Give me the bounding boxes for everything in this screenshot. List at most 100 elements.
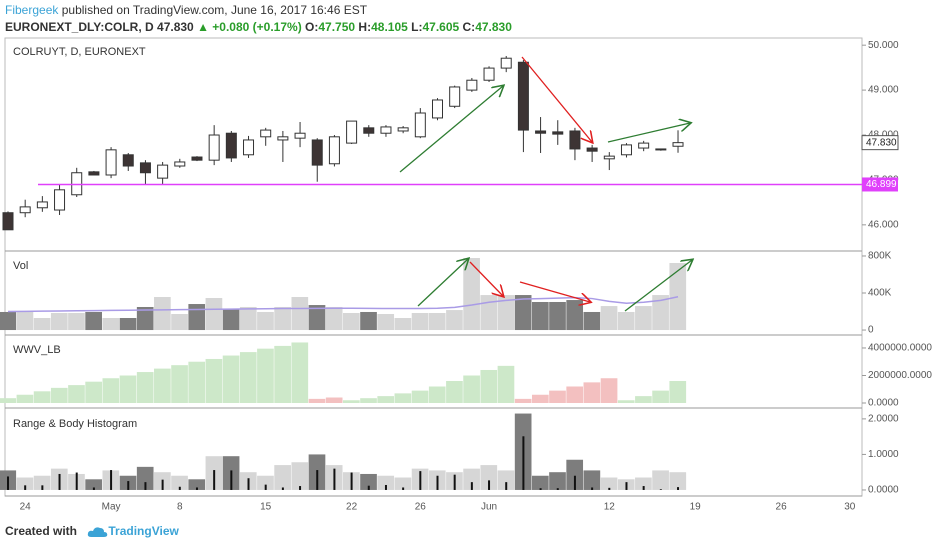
candle-body <box>552 131 564 135</box>
range-bar <box>171 475 188 490</box>
bar <box>343 313 360 331</box>
marks: COLRUYT, D, EURONEXT46.00047.00048.00049… <box>0 40 932 513</box>
last-price-tag <box>861 135 899 151</box>
y-tick-label: 49.000 <box>868 85 899 96</box>
body-bar <box>195 487 198 490</box>
candle-body <box>225 132 237 159</box>
body-bar <box>470 482 473 490</box>
bar <box>136 372 154 404</box>
bar <box>102 318 120 331</box>
bar <box>50 313 68 331</box>
bar <box>480 369 498 404</box>
bar <box>119 318 137 331</box>
bar <box>428 386 446 404</box>
range-bar <box>463 468 480 490</box>
candle-body <box>157 164 169 179</box>
x-tick-label: Jun <box>481 502 497 513</box>
author[interactable]: Fibergeek <box>5 3 59 17</box>
body-bar <box>213 470 216 490</box>
ohlc-h-value: 48.105 <box>371 20 408 34</box>
arrow <box>417 259 468 307</box>
bar <box>635 396 652 404</box>
chart: COLRUYT, D, EURONEXT46.00047.00048.00049… <box>0 37 932 513</box>
bar <box>291 296 309 331</box>
range-bar <box>85 479 102 490</box>
candle-body <box>517 61 529 131</box>
body-bar <box>127 481 130 490</box>
candle-body <box>311 139 323 166</box>
y-tick-label: 1.0000 <box>868 449 899 460</box>
bar <box>463 258 480 331</box>
bar <box>102 378 120 404</box>
bar <box>600 378 618 404</box>
bar <box>497 365 515 404</box>
bar <box>16 394 34 404</box>
body-bar <box>573 475 576 490</box>
pane-title: COLRUYT, D, EURONEXT <box>13 46 146 58</box>
bar <box>85 381 102 404</box>
bar <box>463 375 480 404</box>
bar <box>308 305 326 331</box>
bar <box>480 295 498 331</box>
y-tick-label: 4000000.0000 <box>868 343 932 354</box>
candle-body <box>346 120 358 144</box>
brand[interactable]: TradingView <box>108 524 179 538</box>
range-bar <box>16 477 34 490</box>
bar <box>171 365 188 404</box>
ohlc-c-value: 47.830 <box>475 20 512 34</box>
ohlc-l: L: <box>411 20 423 34</box>
bar <box>222 309 240 331</box>
body-bar <box>436 475 439 490</box>
candle-body <box>174 161 186 167</box>
candle-body <box>2 212 14 231</box>
bar <box>343 400 360 404</box>
candle-body <box>466 79 478 91</box>
candle-body <box>449 86 461 107</box>
range-bar <box>531 475 549 490</box>
bar <box>136 306 154 331</box>
bar <box>446 310 463 331</box>
bar <box>635 306 652 331</box>
bar <box>566 300 584 331</box>
y-tick-label: 46.000 <box>868 219 899 230</box>
range-bar <box>257 475 274 490</box>
y-tick-label: 0.0000 <box>868 485 899 496</box>
arrow <box>399 86 503 173</box>
bar <box>566 386 584 404</box>
body-bar <box>92 487 95 490</box>
last-price-label: 47.830 <box>866 137 897 148</box>
y-tick-label: 0 <box>868 325 874 336</box>
bar <box>85 311 102 331</box>
body-bar <box>316 470 319 490</box>
body-bar <box>488 480 491 490</box>
price: 47.830 <box>157 20 194 34</box>
bar <box>428 313 446 331</box>
candle-body <box>36 201 48 209</box>
body-bar <box>522 436 525 490</box>
annotations <box>399 56 692 312</box>
body-bar <box>24 485 27 490</box>
range-bar <box>600 477 618 490</box>
body-bar <box>247 478 250 490</box>
bar <box>600 306 618 331</box>
arrow <box>607 123 690 143</box>
bar <box>325 397 343 404</box>
bar <box>68 313 85 331</box>
range-bar <box>669 472 687 490</box>
symbol: EURONEXT_DLY:COLR, D <box>5 20 154 34</box>
bar <box>154 296 171 331</box>
bar <box>377 314 395 331</box>
pane-title: WWV_LB <box>13 344 61 356</box>
bar <box>652 390 669 404</box>
pane-title: Range & Body Histogram <box>13 418 137 430</box>
body-bar <box>230 470 233 490</box>
bar <box>325 306 343 331</box>
y-tick-label: 2.0000 <box>868 414 899 425</box>
candle-body <box>54 189 66 211</box>
candle-body <box>483 67 495 81</box>
bar <box>446 380 463 404</box>
arrow <box>521 56 592 142</box>
bar <box>119 375 137 404</box>
candle-body <box>380 126 392 134</box>
bar <box>33 318 51 331</box>
